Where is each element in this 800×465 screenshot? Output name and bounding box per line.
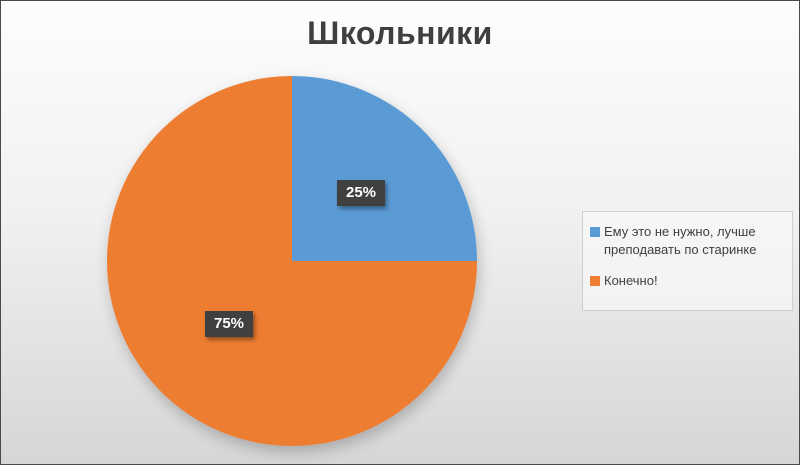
- legend: Ему это не нужно, лучше преподавать по с…: [582, 211, 793, 311]
- data-label-orange-slice: 75%: [205, 311, 254, 337]
- pie-chart: [107, 76, 477, 446]
- legend-item-orange: Конечно!: [590, 272, 784, 290]
- legend-swatch-orange: [590, 276, 600, 287]
- chart-title: Школьники: [307, 15, 493, 51]
- legend-item-blue: Ему это не нужно, лучше преподавать по с…: [590, 223, 784, 259]
- legend-swatch-blue: [590, 227, 600, 237]
- legend-label-orange: Конечно!: [604, 273, 658, 289]
- data-label-blue-slice: 25%: [337, 180, 386, 206]
- legend-label-blue: Ему это не нужно, лучше преподавать по с…: [604, 224, 757, 258]
